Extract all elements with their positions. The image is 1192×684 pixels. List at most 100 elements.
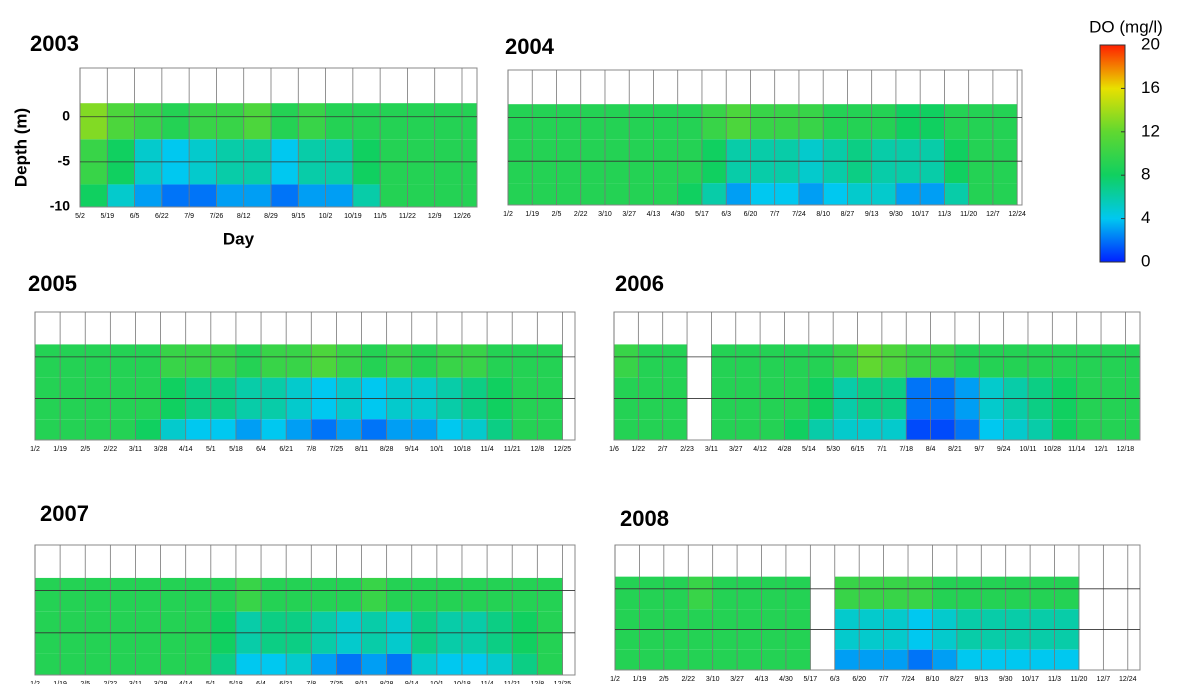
x-tick-label: 3/11 bbox=[705, 446, 718, 453]
cell bbox=[185, 344, 212, 378]
x-tick-label: 6/5 bbox=[130, 213, 140, 220]
cell bbox=[311, 344, 337, 378]
cell bbox=[508, 183, 533, 205]
cell bbox=[434, 103, 463, 140]
x-tick-label: 1/19 bbox=[525, 211, 539, 218]
x-tick-label: 6/20 bbox=[744, 211, 758, 218]
y-tick-label: -5 bbox=[58, 153, 71, 169]
x-tick-label: 6/21 bbox=[279, 681, 293, 684]
cell bbox=[210, 344, 237, 378]
x-tick-label: 4/14 bbox=[179, 681, 193, 684]
cell bbox=[1030, 576, 1055, 610]
cell bbox=[932, 576, 958, 610]
x-tick-label: 4/12 bbox=[753, 446, 767, 453]
cell bbox=[737, 576, 762, 610]
x-tick-label: 11/21 bbox=[504, 446, 521, 453]
cell bbox=[677, 183, 703, 205]
cell bbox=[434, 184, 463, 207]
x-tick-label: 7/25 bbox=[330, 446, 344, 453]
cell bbox=[944, 183, 970, 205]
x-tick-label: 11/3 bbox=[938, 211, 951, 218]
cell bbox=[336, 653, 362, 675]
x-tick-label: 7/8 bbox=[306, 681, 316, 684]
cell bbox=[711, 344, 737, 378]
cell bbox=[134, 103, 163, 140]
cell bbox=[1003, 344, 1029, 378]
x-tick-label: 8/10 bbox=[816, 211, 830, 218]
x-tick-label: 2/22 bbox=[104, 681, 118, 684]
cell bbox=[580, 104, 606, 140]
cell bbox=[614, 419, 639, 440]
panel-title: 2006 bbox=[615, 271, 664, 296]
cell bbox=[487, 419, 513, 440]
cell bbox=[107, 184, 135, 207]
x-tick-label: 4/14 bbox=[179, 446, 193, 453]
x-tick-label: 4/30 bbox=[779, 676, 793, 683]
cell bbox=[1101, 344, 1126, 378]
cell bbox=[311, 577, 337, 612]
cell bbox=[920, 104, 945, 140]
cell bbox=[325, 103, 354, 140]
x-tick-label: 2/22 bbox=[104, 446, 118, 453]
cell bbox=[615, 649, 640, 670]
x-tick-label: 3/27 bbox=[729, 446, 743, 453]
cell bbox=[688, 649, 714, 670]
x-tick-label: 12/7 bbox=[1097, 676, 1111, 683]
cell bbox=[712, 649, 738, 670]
cell bbox=[532, 104, 557, 140]
panel-title: 2005 bbox=[28, 271, 77, 296]
cell bbox=[161, 103, 190, 140]
cell bbox=[859, 576, 885, 610]
cell bbox=[761, 576, 787, 610]
cell bbox=[906, 419, 931, 440]
x-tick-label: 3/10 bbox=[706, 676, 720, 683]
colorbar-label: DO (mg/l) bbox=[1089, 17, 1163, 36]
cell bbox=[981, 576, 1007, 610]
cell bbox=[930, 419, 956, 440]
x-tick-label: 12/7 bbox=[986, 211, 1000, 218]
cell bbox=[1125, 419, 1141, 440]
y-tick-label: 0 bbox=[62, 107, 70, 123]
x-tick-label: 8/10 bbox=[926, 676, 940, 683]
cell bbox=[979, 419, 1005, 440]
x-tick-label: 11/20 bbox=[960, 211, 977, 218]
cell bbox=[1076, 344, 1102, 378]
cell bbox=[639, 649, 665, 670]
cell bbox=[537, 344, 563, 378]
x-tick-label: 5/18 bbox=[229, 681, 243, 684]
cell bbox=[407, 184, 436, 207]
x-tick-label: 3/27 bbox=[622, 211, 636, 218]
colorbar-tick-label: 0 bbox=[1141, 251, 1150, 270]
cell bbox=[774, 183, 800, 205]
x-tick-label: 10/1 bbox=[430, 681, 444, 684]
cell bbox=[461, 344, 488, 378]
x-tick-label: 7/24 bbox=[901, 676, 915, 683]
y-tick-label: -10 bbox=[50, 198, 70, 214]
cell bbox=[726, 104, 751, 140]
cell bbox=[436, 419, 463, 440]
x-tick-label: 12/8 bbox=[531, 446, 545, 453]
cell bbox=[436, 653, 463, 675]
x-tick-label: 6/4 bbox=[256, 681, 266, 684]
cell bbox=[298, 184, 326, 207]
cell bbox=[663, 576, 689, 610]
cell bbox=[785, 576, 811, 610]
x-tick-label: 2/23 bbox=[680, 446, 694, 453]
x-tick-label: 7/7 bbox=[879, 676, 889, 683]
cell bbox=[286, 344, 312, 378]
cell bbox=[932, 649, 958, 670]
x-tick-label: 8/27 bbox=[950, 676, 964, 683]
cell bbox=[1005, 649, 1031, 670]
cell bbox=[834, 649, 860, 670]
x-tick-label: 7/18 bbox=[899, 446, 913, 453]
cell bbox=[968, 183, 994, 205]
cell bbox=[107, 103, 135, 140]
x-tick-label: 10/2 bbox=[319, 213, 333, 220]
cell bbox=[135, 653, 161, 675]
x-tick-label: 1/2 bbox=[503, 211, 513, 218]
x-tick-label: 9/13 bbox=[865, 211, 879, 218]
cell bbox=[604, 104, 630, 140]
cell bbox=[235, 419, 262, 440]
cell bbox=[35, 419, 61, 440]
